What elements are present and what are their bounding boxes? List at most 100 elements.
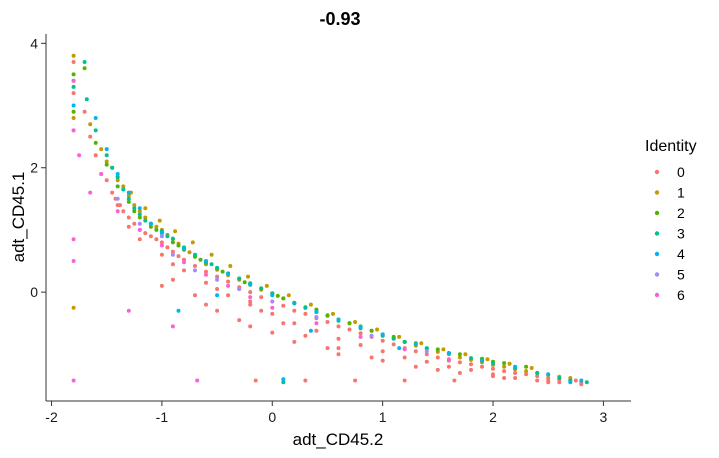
data-point-identity-0	[143, 231, 148, 236]
data-point-identity-3	[84, 97, 89, 102]
data-point-identity-0	[303, 378, 308, 383]
data-point-identity-0	[270, 330, 275, 335]
data-point-identity-6	[71, 128, 76, 133]
data-point-identity-4	[182, 246, 186, 251]
legend-label-4: 4	[677, 246, 685, 262]
legend-label-2: 2	[677, 205, 685, 221]
data-point-identity-3	[259, 286, 264, 291]
data-point-identity-0	[193, 293, 197, 298]
data-point-identity-5	[193, 268, 197, 273]
data-point-identity-3	[215, 265, 220, 270]
data-point-identity-5	[170, 252, 175, 257]
data-point-identity-0	[391, 342, 396, 347]
data-point-identity-4	[413, 342, 418, 347]
data-point-identity-0	[292, 321, 297, 326]
data-point-identity-3	[82, 60, 87, 64]
data-point-identity-0	[579, 382, 584, 387]
data-point-identity-2	[220, 269, 225, 274]
data-point-identity-4	[248, 282, 253, 287]
data-point-identity-5	[137, 221, 142, 226]
data-point-identity-0	[159, 283, 164, 288]
data-point-identity-3	[281, 380, 286, 385]
legend: Identity 0 1 2 3 4 5 6	[645, 138, 697, 303]
data-point-identity-4	[115, 172, 120, 176]
legend-label-0: 0	[677, 164, 685, 180]
data-point-identity-1	[419, 341, 424, 346]
data-point-identity-4	[93, 116, 98, 120]
data-point-identity-0	[126, 215, 131, 220]
data-point-identity-5	[159, 234, 164, 239]
data-point-identity-0	[154, 237, 159, 242]
data-point-identity-1	[286, 293, 291, 298]
data-point-identity-6	[71, 378, 76, 383]
data-point-identity-2	[281, 296, 286, 301]
data-point-identity-2	[435, 347, 440, 352]
data-point-identity-6	[99, 172, 104, 176]
data-point-identity-0	[347, 327, 352, 332]
data-point-identity-0	[248, 290, 253, 295]
data-point-identity-0	[325, 346, 330, 351]
data-point-identity-1	[463, 352, 468, 357]
data-point-identity-1	[126, 193, 131, 198]
data-point-identity-1	[104, 159, 109, 164]
data-point-identity-6	[314, 321, 319, 326]
data-point-identity-4	[546, 372, 551, 377]
data-point-identity-3	[303, 305, 308, 310]
data-point-identity-1	[187, 250, 192, 255]
data-point-identity-0	[170, 262, 175, 267]
data-point-identity-0	[446, 364, 451, 369]
x-tick-label: -2	[45, 409, 58, 425]
legend-label-3: 3	[677, 226, 685, 242]
data-point-identity-0	[435, 367, 440, 372]
data-point-identity-1	[71, 305, 76, 310]
data-point-identity-4	[281, 377, 286, 382]
data-point-identity-5	[369, 333, 374, 338]
data-point-identity-1	[88, 122, 93, 127]
y-tick-label: 2	[30, 160, 38, 176]
data-point-identity-0	[281, 321, 286, 326]
data-point-identity-1	[246, 274, 250, 279]
data-point-identity-6	[446, 357, 451, 362]
data-point-identity-2	[126, 199, 131, 204]
data-point-identity-6	[71, 259, 76, 263]
legend-key-0	[654, 169, 660, 175]
data-point-identity-0	[336, 336, 341, 341]
data-point-identity-0	[452, 378, 457, 383]
data-point-identity-4	[215, 293, 220, 298]
data-point-identity-6	[71, 237, 76, 242]
data-point-identity-3	[121, 187, 126, 192]
data-point-identity-0	[303, 311, 308, 316]
data-point-identity-1	[71, 116, 76, 120]
data-point-identity-2	[170, 240, 175, 245]
data-point-identity-0	[424, 352, 429, 357]
legend-key-1	[654, 190, 660, 195]
data-point-identity-0	[513, 376, 518, 380]
data-point-identity-0	[110, 190, 115, 195]
data-point-identity-5	[237, 287, 242, 291]
data-point-identity-3	[424, 346, 429, 351]
data-point-identity-2	[502, 361, 507, 366]
data-point-identity-0	[193, 264, 197, 268]
data-point-identity-0	[535, 374, 540, 379]
data-point-identity-6	[115, 209, 120, 214]
data-point-identity-0	[204, 280, 208, 285]
data-point-identity-0	[469, 367, 473, 372]
data-point-identity-0	[165, 245, 170, 250]
data-point-identity-1	[375, 327, 380, 332]
data-point-identity-0	[237, 318, 242, 323]
data-point-identity-0	[573, 378, 578, 383]
y-axis-title: adt_CD45.1	[9, 172, 28, 263]
data-point-identity-0	[457, 371, 462, 375]
data-point-identity-0	[353, 378, 358, 383]
data-point-identity-2	[148, 224, 153, 229]
data-point-identity-0	[524, 372, 529, 377]
data-point-identity-1	[157, 218, 162, 223]
data-point-identity-6	[170, 324, 175, 329]
data-point-identity-6	[248, 295, 253, 300]
data-point-identity-0	[226, 279, 231, 284]
data-point-identity-0	[380, 338, 385, 343]
data-point-identity-0	[413, 349, 418, 354]
data-point-identity-0	[248, 324, 253, 329]
data-point-identity-0	[215, 308, 220, 313]
